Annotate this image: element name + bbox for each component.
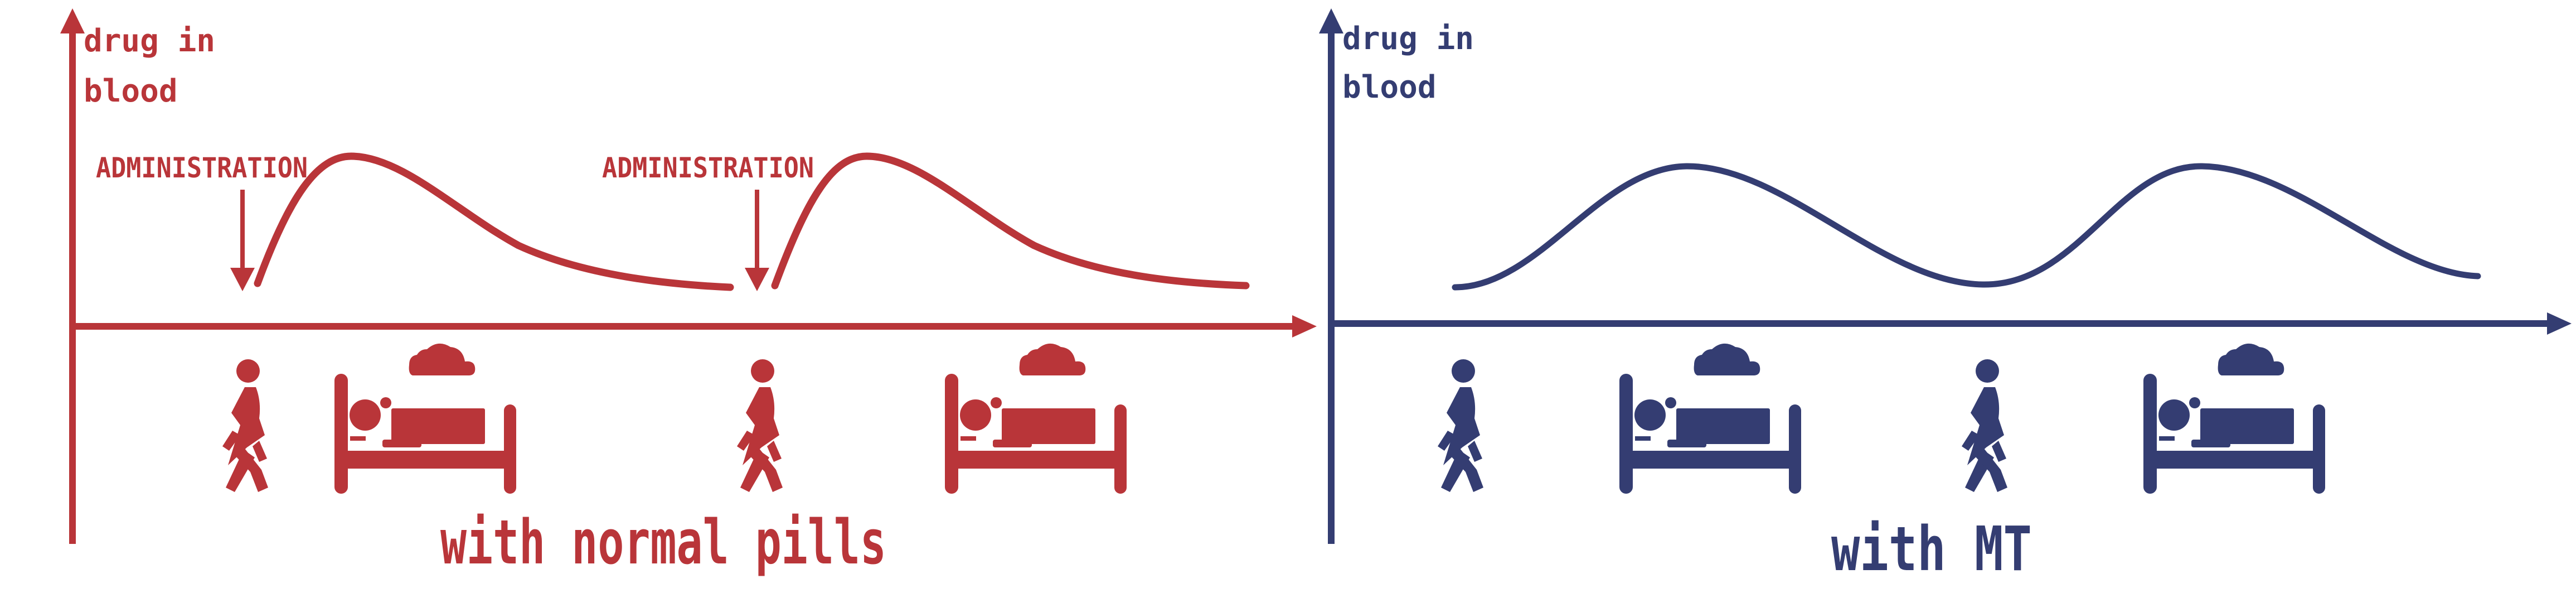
administration-label-1: ADMINISTRATION [96,152,308,184]
administration-arrow-2-head [745,268,769,291]
right-y-axis-arrowhead [1319,8,1343,33]
administration-label-2: ADMINISTRATION [602,152,814,184]
right-y-axis-label-line2: blood [1342,69,1437,105]
sleeping-in-bed-icon [945,343,1127,494]
walking-person-icon [1438,359,1483,492]
left-y-axis-arrowhead [60,8,85,33]
left-y-axis-label-line1: drug in [84,23,215,59]
left-x-axis-arrowhead [1292,315,1317,338]
right-panel: drug in blood with MT [1319,8,2572,585]
mt-concentration-curve [1452,163,2481,291]
right-y-axis-label-line1: drug in [1342,21,1474,57]
sleeping-in-bed-icon [1619,343,1801,494]
administration-arrow-1-head [230,268,255,291]
right-x-axis-arrowhead [2547,312,2572,335]
left-caption: with normal pills [440,507,886,578]
left-panel: drug in blood ADMINISTRATION ADMINISTRAT… [60,8,1317,578]
sleeping-in-bed-icon [2143,343,2325,494]
normal-pills-concentration-curve [254,152,1250,291]
walking-person-icon [1962,359,2007,492]
left-y-axis-label-line2: blood [84,73,178,109]
sleeping-in-bed-icon [334,343,516,494]
walking-person-icon [737,359,783,492]
walking-person-icon [222,359,268,492]
right-caption: with MT [1831,513,2032,585]
